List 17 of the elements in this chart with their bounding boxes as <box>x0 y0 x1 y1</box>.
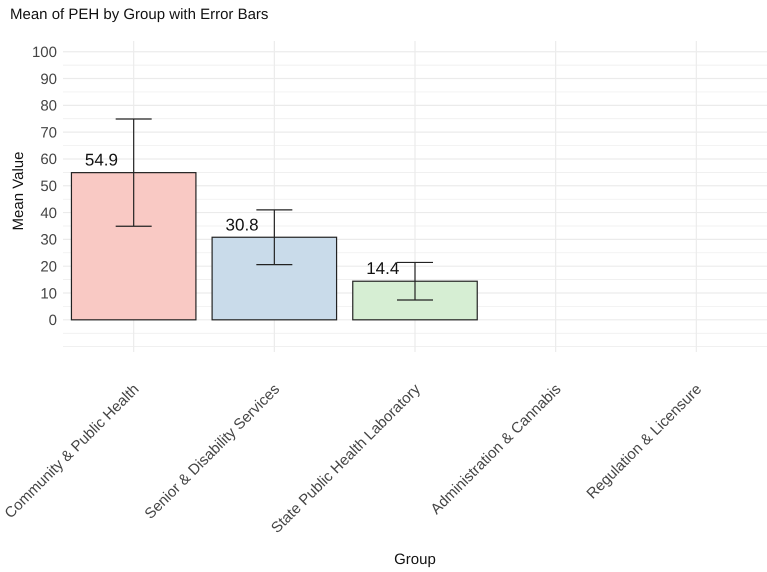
y-tick-label: 80 <box>40 98 57 115</box>
data-label: 14.4 <box>366 259 400 278</box>
chart-title: Mean of PEH by Group with Error Bars <box>10 6 268 23</box>
y-tick-label: 90 <box>40 70 57 88</box>
x-axis-title: Group <box>394 551 436 568</box>
data-label: 54.9 <box>84 150 118 170</box>
y-tick-label: 10 <box>40 285 57 302</box>
y-axis-title: Mean Value <box>10 152 27 230</box>
y-tick-label: 100 <box>32 44 57 61</box>
y-tick-label: 50 <box>40 178 57 196</box>
y-tick-label: 30 <box>40 232 57 249</box>
y-tick-label: 70 <box>40 124 57 142</box>
data-label: 30.8 <box>226 215 259 234</box>
y-tick-label: 20 <box>40 258 57 276</box>
y-tick-label: 60 <box>40 151 57 168</box>
y-tick-label: 40 <box>40 204 57 222</box>
y-tick-label: 0 <box>48 312 57 330</box>
